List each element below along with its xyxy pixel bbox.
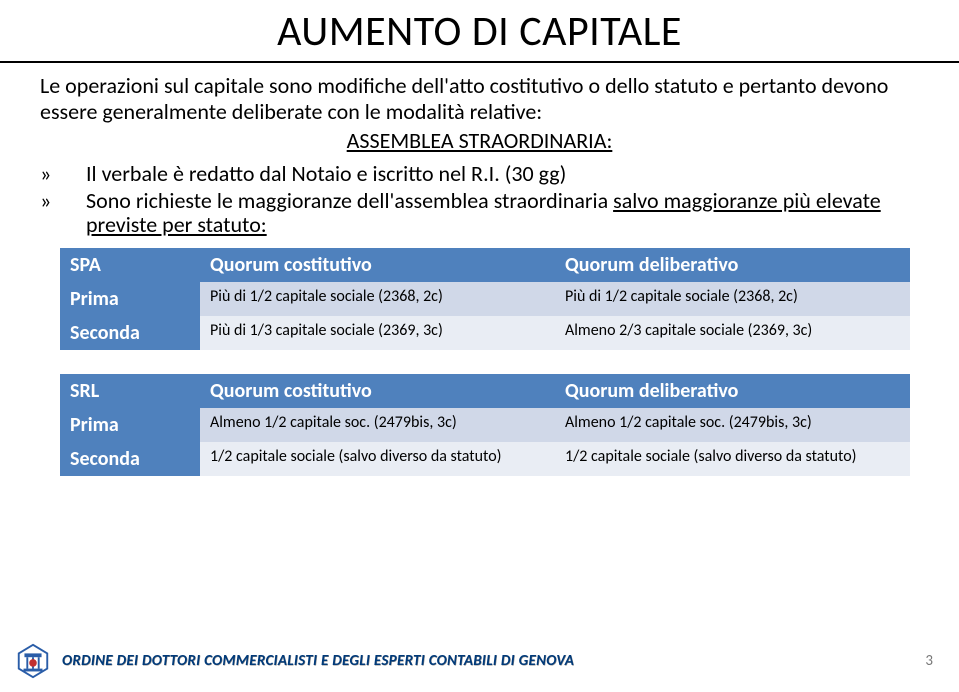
spa-header-entity: SPA: [60, 248, 200, 282]
footer-bar: ORDINE DEI DOTTORI COMMERCIALISTI E DEGL…: [0, 642, 959, 680]
srl-row2-c2: 1/2 capitale sociale (salvo diverso da s…: [555, 442, 910, 476]
srl-header-costitutivo: Quorum costitutivo: [200, 374, 555, 408]
table-row: Prima Più di 1/2 capitale sociale (2368,…: [60, 282, 910, 316]
spa-header-costitutivo: Quorum costitutivo: [200, 248, 555, 282]
bullet-text-2: Sono richieste le maggioranze dell'assem…: [86, 189, 919, 238]
footer-org-text: ORDINE DEI DOTTORI COMMERCIALISTI E DEGL…: [62, 652, 574, 670]
srl-row1-label: Prima: [60, 408, 200, 442]
intro-text: Le operazioni sul capitale sono modifich…: [40, 73, 919, 125]
spa-row2-label: Seconda: [60, 316, 200, 350]
srl-table: SRL Quorum costitutivo Quorum deliberati…: [60, 374, 910, 476]
bullet-list: » Il verbale è redatto dal Notaio e iscr…: [40, 162, 919, 238]
spa-row2-c1: Più di 1/3 capitale sociale (2369, 3c): [200, 316, 555, 350]
srl-row2-c1: 1/2 capitale sociale (salvo diverso da s…: [200, 442, 555, 476]
spa-row1-label: Prima: [60, 282, 200, 316]
odcec-logo-icon: [14, 642, 52, 680]
content-area: Le operazioni sul capitale sono modifich…: [0, 63, 959, 476]
table-row: Seconda 1/2 capitale sociale (salvo dive…: [60, 442, 910, 476]
page-number: 3: [925, 652, 933, 670]
srl-header-entity: SRL: [60, 374, 200, 408]
table-row: Seconda Più di 1/3 capitale sociale (236…: [60, 316, 910, 350]
spa-row1-c1: Più di 1/2 capitale sociale (2368, 2c): [200, 282, 555, 316]
spa-table: SPA Quorum costitutivo Quorum deliberati…: [60, 248, 910, 350]
bullet-item-1: » Il verbale è redatto dal Notaio e iscr…: [40, 162, 919, 187]
bullet-item-2: » Sono richieste le maggioranze dell'ass…: [40, 189, 919, 238]
srl-row2-label: Seconda: [60, 442, 200, 476]
table-row: Prima Almeno 1/2 capitale soc. (2479bis,…: [60, 408, 910, 442]
footer-logo-block: ORDINE DEI DOTTORI COMMERCIALISTI E DEGL…: [14, 642, 574, 680]
table-header-row: SRL Quorum costitutivo Quorum deliberati…: [60, 374, 910, 408]
page-title: AUMENTO DI CAPITALE: [0, 6, 959, 57]
spa-header-deliberativo: Quorum deliberativo: [555, 248, 910, 282]
table-header-row: SPA Quorum costitutivo Quorum deliberati…: [60, 248, 910, 282]
subheading: ASSEMBLEA STRAORDINARIA:: [40, 127, 919, 154]
bullet-text-1: Il verbale è redatto dal Notaio e iscrit…: [86, 162, 919, 187]
bullet-marker-icon: »: [40, 162, 86, 187]
bullet-marker-icon: »: [40, 189, 86, 214]
srl-header-deliberativo: Quorum deliberativo: [555, 374, 910, 408]
spa-row1-c2: Più di 1/2 capitale sociale (2368, 2c): [555, 282, 910, 316]
tables-container: SPA Quorum costitutivo Quorum deliberati…: [40, 248, 919, 476]
srl-row1-c1: Almeno 1/2 capitale soc. (2479bis, 3c): [200, 408, 555, 442]
bullet-2-pre: Sono richieste le maggioranze dell'assem…: [86, 187, 613, 214]
spa-row2-c2: Almeno 2/3 capitale sociale (2369, 3c): [555, 316, 910, 350]
srl-row1-c2: Almeno 1/2 capitale soc. (2479bis, 3c): [555, 408, 910, 442]
